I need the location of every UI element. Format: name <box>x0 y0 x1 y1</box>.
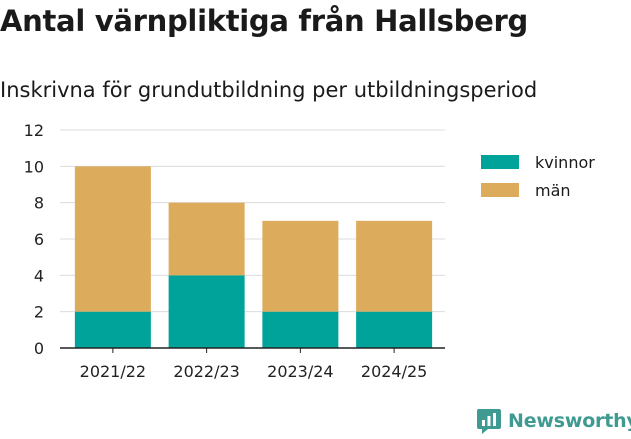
y-tick-labels: 0 2 4 6 8 10 12 <box>24 121 44 358</box>
bar-man-2023-24 <box>262 220 339 312</box>
legend-label-man: män <box>535 180 571 200</box>
x-tick-label: 2022/23 <box>173 362 239 381</box>
y-tick-label: 12 <box>24 121 44 140</box>
y-tick-label: 8 <box>34 194 44 213</box>
x-tick-label: 2023/24 <box>267 362 333 381</box>
chart-title: Antal värnpliktiga från Hallsberg <box>0 4 528 38</box>
chart-subtitle: Inskrivna för grundutbildning per utbild… <box>0 78 538 102</box>
newsworthy-chart-icon <box>477 409 501 434</box>
bar-kvinnor-2021-22 <box>74 311 151 348</box>
legend-swatch-kvinnor <box>481 155 519 169</box>
bar-kvinnor-2023-24 <box>262 311 339 348</box>
newsworthy-logo[interactable]: Newsworthy <box>476 407 631 435</box>
bar-man-2024-25 <box>356 220 433 312</box>
y-tick-label: 6 <box>34 230 44 249</box>
legend-label-kvinnor: kvinnor <box>535 152 595 172</box>
x-tick-label: 2024/25 <box>361 362 427 381</box>
legend-item-kvinnor: kvinnor <box>481 148 595 176</box>
bar-man-2022-23 <box>168 202 245 276</box>
bar-kvinnor-2024-25 <box>356 311 433 348</box>
y-tick-label: 2 <box>34 303 44 322</box>
x-tick-labels: 2021/22 2022/23 2023/24 2024/25 <box>80 348 427 381</box>
legend: kvinnor män <box>481 148 595 204</box>
y-tick-label: 4 <box>34 266 44 285</box>
bar-kvinnor-2022-23 <box>168 275 245 348</box>
legend-swatch-man <box>481 183 519 197</box>
brand-label: Newsworthy <box>508 410 631 432</box>
x-tick-label: 2021/22 <box>80 362 146 381</box>
y-tick-label: 10 <box>24 157 44 176</box>
bar-man-2021-22 <box>74 166 151 312</box>
bars <box>74 166 433 348</box>
legend-item-man: män <box>481 176 595 204</box>
y-tick-label: 0 <box>34 339 44 358</box>
